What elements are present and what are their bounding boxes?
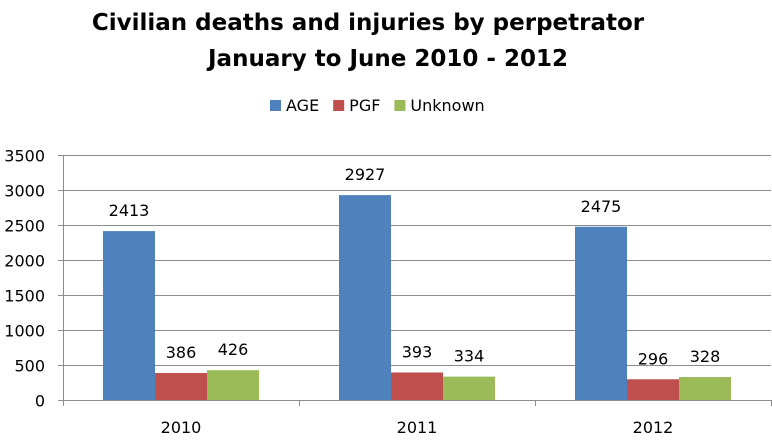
- bar-age-2010: [103, 231, 155, 400]
- data-label: 334: [454, 347, 485, 366]
- chart-title-line-2: January to June 2010 - 2012: [206, 46, 568, 72]
- bar-pgf-2010: [155, 372, 207, 400]
- legend-swatch: [270, 100, 281, 111]
- legend-item-age: AGE: [270, 96, 319, 115]
- y-tick-label: 2000: [4, 252, 45, 271]
- x-tick-label: 2012: [633, 418, 674, 437]
- legend: AGE PGF Unknown: [270, 96, 485, 115]
- data-label: 426: [218, 340, 249, 359]
- data-label: 2475: [581, 197, 622, 216]
- bar-unknown-2011: [443, 376, 495, 400]
- bar-age-2012: [575, 226, 627, 400]
- legend-label: Unknown: [410, 96, 484, 115]
- y-tick-label: 500: [14, 357, 45, 376]
- legend-item-pgf: PGF: [333, 96, 380, 115]
- legend-label: PGF: [349, 96, 380, 115]
- chart-title-line-1: Civilian deaths and injuries by perpetra…: [92, 10, 645, 36]
- data-label: 2927: [345, 165, 386, 184]
- y-tick-label: 3500: [4, 147, 45, 166]
- bar-unknown-2010: [207, 370, 259, 400]
- bar-pgf-2011: [391, 372, 443, 400]
- legend-item-unknown: Unknown: [394, 96, 485, 115]
- y-tick-label: 1000: [4, 322, 45, 341]
- y-tick-label: 2500: [4, 217, 45, 236]
- bar-pgf-2012: [627, 379, 679, 400]
- data-label: 386: [166, 343, 197, 362]
- bars: 2413 386 426 2927 393 334 2475 296 328: [103, 165, 731, 400]
- data-label: 2413: [109, 201, 150, 220]
- data-label: 393: [402, 342, 433, 361]
- data-label: 296: [638, 349, 669, 368]
- legend-swatch: [333, 100, 345, 111]
- legend-swatch: [394, 100, 406, 111]
- y-tick-label: 0: [35, 392, 45, 411]
- bar-age-2011: [339, 195, 391, 400]
- bar-unknown-2012: [679, 377, 731, 400]
- x-axis: 2010 2011 2012: [63, 400, 772, 437]
- data-label: 328: [690, 347, 721, 366]
- y-tick-label: 3000: [4, 182, 45, 201]
- legend-label: AGE: [286, 96, 319, 115]
- x-tick-label: 2010: [161, 418, 202, 437]
- y-tick-label: 1500: [4, 287, 45, 306]
- gridlines: [58, 155, 771, 401]
- y-axis: 0 500 1000 1500 2000 2500 3000 3500: [4, 147, 64, 411]
- x-tick-label: 2011: [397, 418, 438, 437]
